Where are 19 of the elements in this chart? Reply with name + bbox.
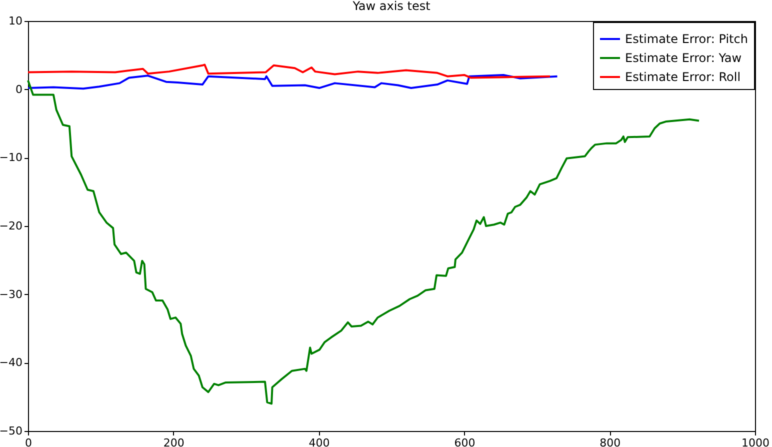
line-series [27,64,551,79]
y-tick-label: −40 [0,356,22,370]
x-tick-label: 0 [25,436,32,447]
y-tick-label: 0 [16,82,22,96]
legend-label: Estimate Error: Roll [625,70,741,84]
x-tick-label: 400 [308,436,330,447]
legend-label: Estimate Error: Yaw [625,51,742,65]
y-tick-label: −50 [0,424,22,438]
chart-title: Yaw axis test [352,0,431,13]
y-tick-label: −10 [0,151,22,164]
y-tick-label: 10 [8,14,22,28]
x-tick-label: 800 [600,436,621,447]
x-tick-label: 600 [454,436,476,447]
x-tick-label: 1000 [742,436,770,447]
y-tick-label: −30 [0,288,22,301]
line-series [27,74,558,90]
y-tick-label: −20 [0,220,22,232]
legend-label: Estimate Error: Pitch [625,32,748,46]
x-tick-label: 200 [163,436,184,447]
